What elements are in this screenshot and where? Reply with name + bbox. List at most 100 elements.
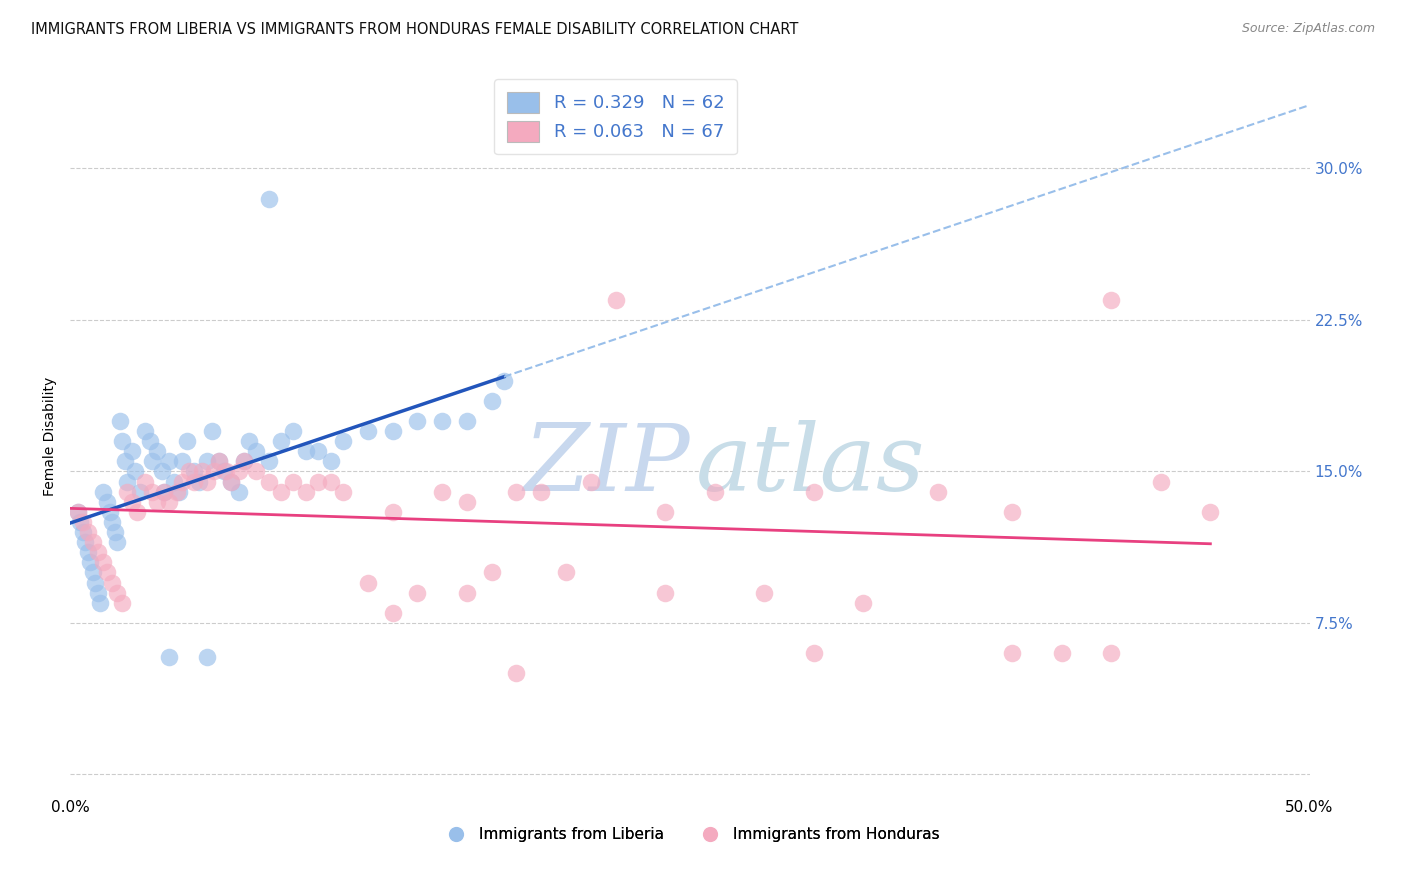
Point [108,414,131,428]
Point [195,650,218,665]
Point [121,444,143,458]
Point [430,414,453,428]
Point [319,475,342,489]
Point [104,524,127,539]
Point [228,484,250,499]
Point [69,515,91,529]
Point [456,585,478,599]
Point [169,484,191,499]
Point [212,465,235,479]
Point [232,454,254,468]
Point [111,434,134,449]
Point [146,444,169,458]
Point [505,484,527,499]
Point [202,465,225,479]
Point [195,475,218,489]
Point [150,465,173,479]
Point [257,475,280,489]
Point [76,524,98,539]
Point [221,475,243,489]
Point [101,575,124,590]
Point [101,515,124,529]
Text: IMMIGRANTS FROM LIBERIA VS IMMIGRANTS FROM HONDURAS FEMALE DISABILITY CORRELATIO: IMMIGRANTS FROM LIBERIA VS IMMIGRANTS FR… [31,22,799,37]
Point [406,585,429,599]
Point [84,575,107,590]
Point [75,535,97,549]
Point [357,424,380,438]
Point [183,475,205,489]
Point [66,505,89,519]
Point [492,374,515,388]
Point [82,535,104,549]
Point [228,465,250,479]
Point [170,475,193,489]
Point [245,465,267,479]
Point [294,484,316,499]
Point [579,475,602,489]
Point [703,484,725,499]
Point [381,505,404,519]
Point [257,454,280,468]
Point [456,494,478,508]
Point [141,484,163,499]
Point [654,505,676,519]
Point [121,494,143,508]
Point [86,585,108,599]
Point [406,414,429,428]
Point [555,566,578,580]
Point [163,475,186,489]
Point [66,505,89,519]
Point [134,475,156,489]
Point [852,596,875,610]
Text: Source: ZipAtlas.com: Source: ZipAtlas.com [1241,22,1375,36]
Point [91,484,114,499]
Point [208,454,231,468]
Point [1001,646,1024,660]
Point [270,484,292,499]
Point [128,484,150,499]
Point [107,535,129,549]
Y-axis label: Female Disability: Female Disability [44,376,58,496]
Point [82,566,104,580]
Point [124,465,146,479]
Point [159,494,181,508]
Point [332,434,354,449]
Point [319,454,342,468]
Point [86,545,108,559]
Point [927,484,949,499]
Point [245,444,267,458]
Point [456,414,478,428]
Point [238,434,260,449]
Point [146,494,169,508]
Point [1150,475,1173,489]
Text: atlas: atlas [696,420,925,509]
Point [505,666,527,681]
Legend: Immigrants from Liberia, Immigrants from Honduras: Immigrants from Liberia, Immigrants from… [434,821,945,848]
Point [170,454,193,468]
Point [72,515,94,529]
Point [188,475,211,489]
Point [803,484,825,499]
Point [79,555,101,569]
Point [605,293,627,307]
Point [221,475,243,489]
Point [307,475,329,489]
Point [107,585,129,599]
Point [430,484,453,499]
Point [283,475,305,489]
Point [195,454,218,468]
Point [166,484,188,499]
Point [1199,505,1222,519]
Point [215,465,238,479]
Point [754,585,776,599]
Point [803,646,825,660]
Point [76,545,98,559]
Point [200,424,222,438]
Point [208,454,231,468]
Point [307,444,329,458]
Text: ZIP: ZIP [523,420,690,509]
Point [111,596,134,610]
Point [481,393,503,408]
Point [1001,505,1024,519]
Point [1099,293,1122,307]
